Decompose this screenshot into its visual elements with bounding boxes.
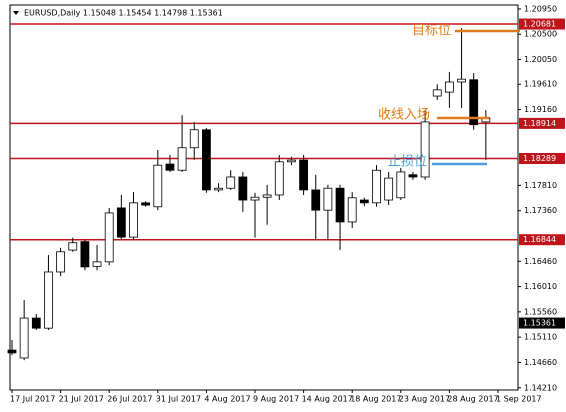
- y-tick-label: 1.14210: [524, 383, 557, 392]
- candle-body: [189, 129, 199, 149]
- candle-body: [214, 187, 223, 191]
- candle-body: [165, 163, 175, 171]
- y-tick-label: 1.14660: [524, 358, 557, 367]
- candle-body: [116, 207, 126, 238]
- candle-body: [31, 317, 41, 329]
- y-tick-label: 1.15110: [524, 333, 557, 342]
- x-tick-label: 23 Aug 2017: [399, 395, 450, 404]
- x-tick-label: 4 Aug 2017: [204, 395, 250, 404]
- x-tick-label: 28 Aug 2017: [447, 395, 498, 404]
- candle-body: [359, 199, 369, 204]
- y-tick-label: 1.20950: [524, 4, 557, 13]
- candle-body: [129, 202, 138, 238]
- y-tick-label: 1.15560: [524, 307, 557, 316]
- current-price-label: 1.15361: [523, 319, 556, 328]
- candle-body: [299, 159, 309, 191]
- candle-body: [141, 202, 151, 206]
- level-label-box: [519, 117, 565, 129]
- candle-body: [469, 79, 479, 126]
- candle-body: [396, 171, 406, 199]
- candle-body: [311, 189, 321, 211]
- x-tick-label: 1 Sep 2017: [496, 395, 542, 404]
- annotation-text: 收线入场: [378, 108, 430, 123]
- candle-body: [56, 251, 65, 273]
- candle-body: [44, 271, 53, 329]
- x-tick-label: 26 Jul 2017: [107, 395, 152, 404]
- candle-body: [153, 164, 163, 208]
- candle-body: [335, 187, 345, 223]
- candle-body: [238, 176, 248, 201]
- level-label: 1.18914: [523, 119, 556, 128]
- candle-body: [323, 187, 333, 211]
- y-tick-label: 1.19160: [524, 105, 557, 114]
- candle-body: [444, 81, 454, 93]
- level-label-box: [519, 152, 565, 164]
- y-tick-label: 1.20500: [524, 30, 557, 39]
- x-tick-label: 18 Aug 2017: [350, 395, 401, 404]
- x-tick-label: 14 Aug 2017: [302, 395, 353, 404]
- current-price-box: [519, 317, 565, 329]
- candle-body: [68, 242, 78, 251]
- candle-body: [457, 78, 466, 83]
- candle-body: [7, 349, 17, 354]
- candle-body: [80, 241, 90, 268]
- level-label: 1.20681: [523, 20, 556, 29]
- y-tick-label: 1.17360: [524, 206, 557, 215]
- candle-body: [92, 261, 102, 267]
- y-tick-label: 1.16010: [524, 282, 557, 291]
- y-tick-label: 1.20050: [524, 55, 557, 64]
- candle-body: [250, 196, 260, 201]
- candle-body: [201, 129, 211, 191]
- candle-body: [226, 176, 236, 189]
- level-label-box: [519, 18, 565, 30]
- candle-body: [262, 194, 272, 198]
- level-label: 1.16844: [523, 235, 556, 244]
- candle-body: [274, 161, 284, 196]
- annotation-text: 止损位: [388, 155, 427, 170]
- candle-body: [372, 169, 381, 204]
- candle-body: [420, 121, 430, 178]
- y-tick-label: 1.17810: [524, 181, 557, 190]
- chart-title: EURUSD,Daily 1.15048 1.15454 1.14798 1.1…: [24, 9, 223, 18]
- x-tick-label: 21 Jul 2017: [59, 395, 104, 404]
- y-tick-label: 1.19610: [524, 80, 557, 89]
- y-tick-label: 1.16460: [524, 257, 557, 266]
- candle-body: [432, 89, 442, 97]
- candle-body: [347, 197, 357, 223]
- x-tick-label: 31 Jul 2017: [156, 395, 201, 404]
- candle-body: [408, 174, 418, 178]
- candle-body: [19, 317, 29, 359]
- x-tick-label: 9 Aug 2017: [253, 395, 299, 404]
- menu-arrow[interactable]: [13, 11, 19, 15]
- candle-body: [104, 212, 114, 263]
- candle-body: [287, 159, 296, 163]
- level-label-box: [519, 234, 565, 246]
- x-tick-label: 17 Jul 2017: [10, 395, 55, 404]
- annotation-text: 目标位: [412, 24, 451, 39]
- candle-body: [384, 177, 394, 201]
- level-label: 1.18289: [523, 154, 556, 163]
- candle-body: [177, 147, 187, 171]
